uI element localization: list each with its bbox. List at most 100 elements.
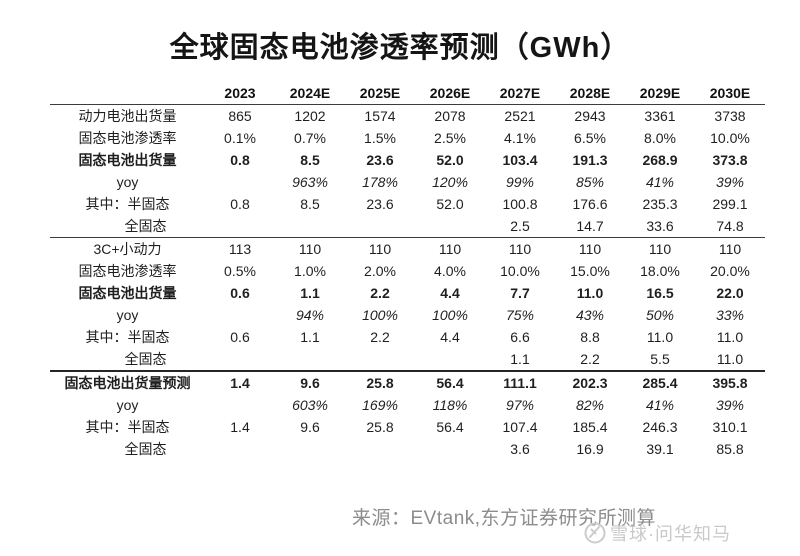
cell-value: 299.1 <box>712 196 748 212</box>
table-section: 3C+小动力 113 110 110 110 110 110 110 110 固态电池渗透率 0.5… <box>50 237 765 372</box>
cell-value: 7.7 <box>510 285 530 301</box>
cell-value: 74.8 <box>716 218 744 234</box>
cell-value <box>205 215 275 238</box>
row-label: 动力电池出货量 <box>78 108 177 124</box>
cell-value: 10.0% <box>500 263 540 279</box>
cell-value <box>345 348 415 371</box>
cell-value: 103.4 <box>502 152 538 168</box>
cell-value: 97% <box>505 397 535 413</box>
cell-value: 176.6 <box>572 196 608 212</box>
cell-value: 33% <box>715 307 745 323</box>
cell-value: 1.1 <box>300 329 320 345</box>
cell-value: 4.1% <box>504 130 536 146</box>
table-row: 固态电池渗透率 0.5% 1.0% 2.0% 4.0% 10.0% 15.0% 18.0% 20… <box>50 260 765 282</box>
header-label-cell <box>50 82 205 105</box>
cell-value: 16.9 <box>576 441 604 457</box>
cell-value: 11.0 <box>716 329 744 345</box>
cell-value: 395.8 <box>712 375 748 391</box>
cell-value: 1202 <box>294 108 326 124</box>
table-row: 动力电池出货量 865 1202 1574 2078 2521 2943 3361 3738 <box>50 105 765 128</box>
row-label: 其中：半固态 <box>85 196 170 212</box>
cell-value: 10.0% <box>710 130 750 146</box>
cell-value: 6.6 <box>510 329 530 345</box>
table-row: yoy 603% 169% 118% 97% 82% 41% 39% <box>50 394 765 416</box>
cell-value <box>345 215 415 238</box>
cell-value: 110 <box>578 241 602 257</box>
row-label: 固态电池出货量 <box>78 152 177 168</box>
cell-value: 23.6 <box>366 196 394 212</box>
cell-value: 9.6 <box>300 419 320 435</box>
cell-value: 14.7 <box>576 218 604 234</box>
cell-value: 202.3 <box>572 375 608 391</box>
cell-value: 52.0 <box>436 196 464 212</box>
row-label: 固态电池出货量预测 <box>64 375 191 391</box>
cell-value: 169% <box>362 397 398 413</box>
cell-value: 99% <box>505 174 535 190</box>
cell-value: 82% <box>575 397 605 413</box>
cell-value: 56.4 <box>436 419 464 435</box>
row-label: 全固态 <box>124 351 167 367</box>
cell-value: 1574 <box>364 108 396 124</box>
cell-value: 85.8 <box>716 441 744 457</box>
table-row: 全固态 3.6 16.9 39.1 85.8 <box>50 438 765 460</box>
cell-value: 2521 <box>504 108 536 124</box>
cell-value: 2.2 <box>370 285 390 301</box>
row-label: 固态电池渗透率 <box>78 263 177 279</box>
cell-value <box>205 171 275 193</box>
cell-value: 2.2 <box>580 351 600 367</box>
cell-value: 100% <box>432 307 468 323</box>
cell-value: 11.0 <box>716 351 744 367</box>
cell-value: 15.0% <box>570 263 610 279</box>
cell-value: 3738 <box>714 108 746 124</box>
cell-value: 100.8 <box>502 196 538 212</box>
cell-value: 41% <box>645 397 675 413</box>
cell-value: 107.4 <box>502 419 538 435</box>
cell-value: 120% <box>432 174 468 190</box>
cell-value: 11.0 <box>646 329 674 345</box>
cell-value: 100% <box>362 307 398 323</box>
cell-value: 94% <box>295 307 325 323</box>
table-row: 其中：半固态 0.6 1.1 2.2 4.4 6.6 8.8 11.0 11.0 <box>50 326 765 348</box>
cell-value: 1.5% <box>364 130 396 146</box>
table-row: 固态电池出货量 0.6 1.1 2.2 4.4 7.7 11.0 16.5 22.0 <box>50 282 765 304</box>
watermark-text: 雪球·问华知马 <box>610 524 731 544</box>
cell-value: 33.6 <box>646 218 674 234</box>
cell-value: 118% <box>432 397 468 413</box>
table-row: 3C+小动力 113 110 110 110 110 110 110 110 <box>50 238 765 261</box>
cell-value: 22.0 <box>716 285 744 301</box>
xueqiu-logo-icon <box>584 522 606 544</box>
table-row: 固态电池渗透率 0.1% 0.7% 1.5% 2.5% 4.1% 6.5% 8.0% 10.0% <box>50 127 765 149</box>
table-head: 2023 2024E 2025E 2026E 2027E 2028E 2029E 2030E <box>50 82 765 105</box>
cell-value: 0.1% <box>224 130 256 146</box>
cell-value: 111.1 <box>503 375 537 391</box>
cell-value: 41% <box>645 174 675 190</box>
cell-value: 246.3 <box>642 419 678 435</box>
cell-value: 178% <box>362 174 398 190</box>
cell-value: 8.8 <box>580 329 600 345</box>
table-row: yoy 963% 178% 120% 99% 85% 41% 39% <box>50 171 765 193</box>
cell-value: 1.1 <box>510 351 530 367</box>
column-header: 2026E <box>415 82 485 105</box>
cell-value: 1.4 <box>230 419 250 435</box>
row-label: 全固态 <box>124 218 167 234</box>
source-note: 来源：EVtank,东方证券研究所测算 <box>352 508 657 529</box>
cell-value: 9.6 <box>300 375 320 391</box>
row-label: 其中：半固态 <box>85 329 170 345</box>
cell-value: 0.6 <box>230 329 250 345</box>
cell-value: 2.2 <box>370 329 390 345</box>
cell-value: 20.0% <box>710 263 750 279</box>
cell-value: 8.0% <box>644 130 676 146</box>
table-section: 固态电池出货量预测 1.4 9.6 25.8 56.4 111.1 202.3 285.4 39… <box>50 371 765 460</box>
cell-value: 25.8 <box>366 375 394 391</box>
column-header: 2030E <box>695 82 765 105</box>
cell-value: 75% <box>505 307 535 323</box>
cell-value: 39% <box>715 174 745 190</box>
cell-value <box>205 438 275 460</box>
cell-value: 8.5 <box>300 196 320 212</box>
cell-value <box>205 394 275 416</box>
row-label: 固态电池渗透率 <box>78 130 177 146</box>
cell-value <box>205 348 275 371</box>
cell-value: 39.1 <box>646 441 674 457</box>
cell-value <box>275 215 345 238</box>
cell-value: 16.5 <box>646 285 674 301</box>
